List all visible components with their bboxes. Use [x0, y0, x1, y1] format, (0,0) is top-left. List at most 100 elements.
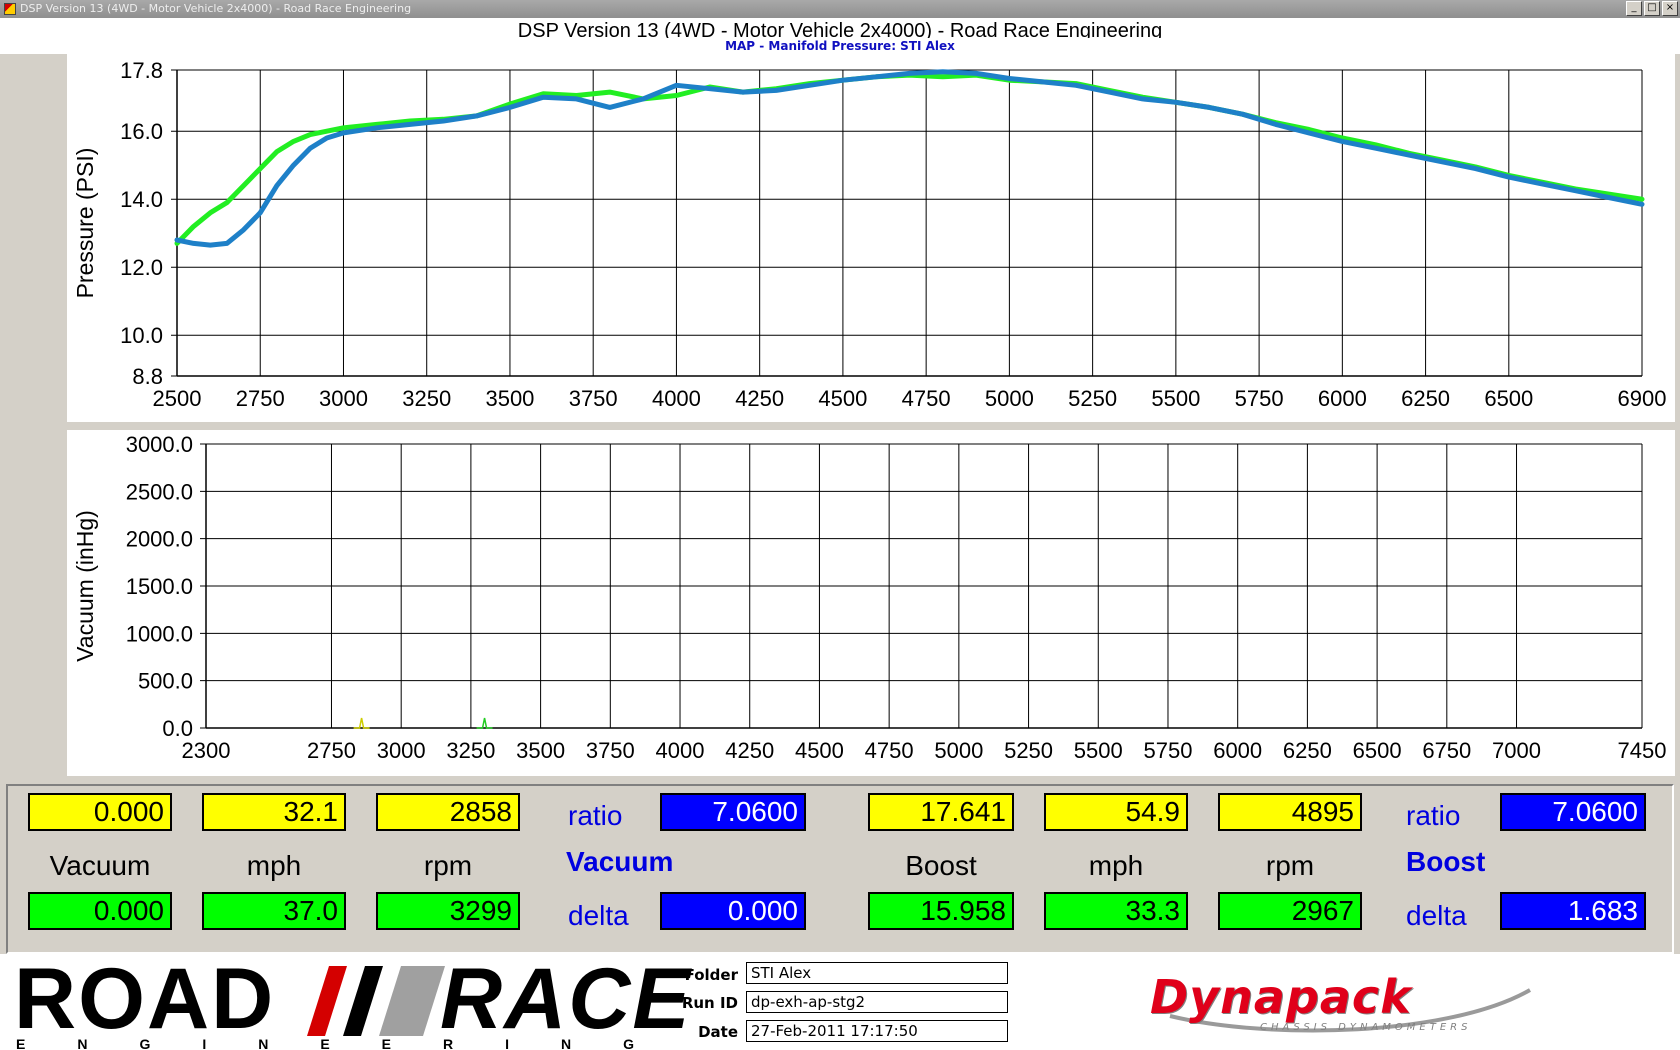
x-tick-label: 5500	[1074, 738, 1123, 763]
x-tick-label: 5000	[985, 386, 1034, 411]
rpm-value-4: 2967	[1218, 892, 1362, 930]
x-tick-label: 7450	[1618, 738, 1667, 763]
x-tick-label: 3750	[569, 386, 618, 411]
vacuum-section-title: Vacuum	[566, 846, 674, 877]
boost-value-2: 15.958	[868, 892, 1014, 930]
delta-value-1: 0.000	[660, 892, 806, 930]
x-tick-label: 4500	[818, 386, 867, 411]
rpm-label-1: rpm	[423, 850, 473, 881]
x-tick-label: 3000	[319, 386, 368, 411]
ratio-value-2: 7.0600	[1500, 793, 1646, 831]
x-tick-label: 2750	[307, 738, 356, 763]
x-tick-label: 6750	[1422, 738, 1471, 763]
delta-value-2: 1.683	[1500, 892, 1646, 930]
x-tick-label: 6000	[1213, 738, 1262, 763]
y-tick-label: 14.0	[120, 187, 163, 212]
x-tick-label: 6900	[1618, 386, 1667, 411]
x-tick-label: 5750	[1144, 738, 1193, 763]
y-tick-label: 1500.0	[126, 574, 193, 599]
dynapack-name: Dynapack	[1150, 970, 1412, 1024]
dynapack-swoosh-icon	[1169, 988, 1531, 1033]
ratio-label-1: ratio	[568, 800, 623, 831]
main-title: DSP Version 13 (4WD - Motor Vehicle 2x40…	[0, 18, 1680, 38]
minimize-button[interactable]: _	[1626, 1, 1642, 16]
y-tick-label: 8.8	[132, 364, 163, 389]
x-tick-label: 4500	[795, 738, 844, 763]
y-axis-title: Vacuum (inHg)	[72, 510, 98, 662]
x-tick-label: 5250	[1004, 738, 1053, 763]
y-tick-label: 2500.0	[126, 479, 193, 504]
x-tick-label: 4000	[652, 386, 701, 411]
y-tick-label: 17.8	[120, 58, 163, 83]
y-tick-label: 500.0	[138, 669, 193, 694]
readout-panel: 0.000 32.1 2858 ratio 7.0600 17.641 54.9…	[6, 784, 1674, 954]
x-tick-label: 3000	[377, 738, 426, 763]
x-tick-label: 5750	[1235, 386, 1284, 411]
rpm-marker-0	[353, 717, 370, 729]
plot-title: MAP - Manifold Pressure: STI Alex	[0, 38, 1680, 54]
mph-label-2: mph	[1088, 850, 1144, 881]
y-tick-label: 16.0	[120, 119, 163, 144]
dynapack-subtitle: CHASSIS DYNAMOMETERS	[1260, 1022, 1472, 1033]
folder-field[interactable]: STI Alex	[746, 962, 1008, 984]
pressure-chart: 2500 2750 3000 3250 3500 3750 4000 4250 4500 4750…	[67, 54, 1675, 422]
rpm-value-2: 4895	[1218, 793, 1362, 831]
runid-label: Run ID	[681, 994, 738, 1012]
x-tick-label: 4000	[656, 738, 705, 763]
app-icon	[4, 3, 16, 15]
rpm-label-2: rpm	[1265, 850, 1315, 881]
x-tick-label: 5000	[934, 738, 983, 763]
dynapack-logo: Dynapack CHASSIS DYNAMOMETERS	[1150, 970, 1540, 1040]
pressure-chart-svg: 2500 2750 3000 3250 3500 3750 4000 4250 4500 4750…	[72, 58, 1667, 411]
window-title: DSP Version 13 (4WD - Motor Vehicle 2x40…	[20, 2, 412, 15]
mph-value-3: 37.0	[202, 892, 346, 930]
x-tick-label: 3500	[516, 738, 565, 763]
window-titlebar: DSP Version 13 (4WD - Motor Vehicle 2x40…	[0, 0, 1680, 18]
boost-label: Boost	[905, 850, 977, 881]
mph-value-4: 33.3	[1044, 892, 1188, 930]
runid-field[interactable]: dp-exh-ap-stg2	[746, 991, 1008, 1013]
x-tick-label: 3500	[485, 386, 534, 411]
maximize-button[interactable]: □	[1644, 1, 1660, 16]
logo-race-text: RACE	[440, 951, 692, 1047]
rpm-value-3: 3299	[376, 892, 520, 930]
x-tick-label: 6250	[1401, 386, 1450, 411]
series-line-1	[174, 69, 1645, 248]
logo-engineering-text: ENGINEERING	[16, 1036, 687, 1050]
x-tick-label: 3750	[586, 738, 635, 763]
date-label: Date	[698, 1023, 738, 1041]
x-tick-label: 2300	[182, 738, 231, 763]
x-tick-label: 6000	[1318, 386, 1367, 411]
y-tick-label: 1000.0	[126, 621, 193, 646]
boost-value-1: 17.641	[868, 793, 1014, 831]
x-tick-label: 5500	[1151, 386, 1200, 411]
mph-value-1: 32.1	[202, 793, 346, 831]
vacuum-chart: 2300 2750 3000 3250 3500 3750 4000 4250 4500 4750…	[67, 430, 1675, 776]
x-tick-label: 6500	[1484, 386, 1533, 411]
delta-label-1: delta	[568, 900, 629, 931]
x-tick-label: 6250	[1283, 738, 1332, 763]
x-tick-label: 4250	[735, 386, 784, 411]
x-tick-label: 5250	[1068, 386, 1117, 411]
vacuum-value-1: 0.000	[28, 793, 172, 831]
x-tick-label: 4750	[902, 386, 951, 411]
x-tick-label: 3250	[446, 738, 495, 763]
delta-label-2: delta	[1406, 900, 1467, 931]
x-tick-label: 4750	[865, 738, 914, 763]
x-tick-label: 2750	[236, 386, 285, 411]
x-tick-label: 3250	[402, 386, 451, 411]
mph-value-2: 54.9	[1044, 793, 1188, 831]
mph-label-1: mph	[246, 850, 302, 881]
x-tick-label: 4250	[725, 738, 774, 763]
x-tick-label: 7000	[1492, 738, 1541, 763]
logo-road-text: ROAD	[14, 951, 276, 1047]
folder-label: Folder	[684, 966, 738, 984]
y-tick-label: 0.0	[162, 716, 193, 741]
window-controls: _ □ ×	[1626, 1, 1678, 16]
vacuum-value-2: 0.000	[28, 892, 172, 930]
y-axis-title: Pressure (PSI)	[72, 148, 98, 299]
x-tick-label: 2500	[153, 386, 202, 411]
date-field[interactable]: 27-Feb-2011 17:17:50	[746, 1020, 1008, 1042]
close-button[interactable]: ×	[1662, 1, 1678, 16]
ratio-label-2: ratio	[1406, 800, 1461, 831]
